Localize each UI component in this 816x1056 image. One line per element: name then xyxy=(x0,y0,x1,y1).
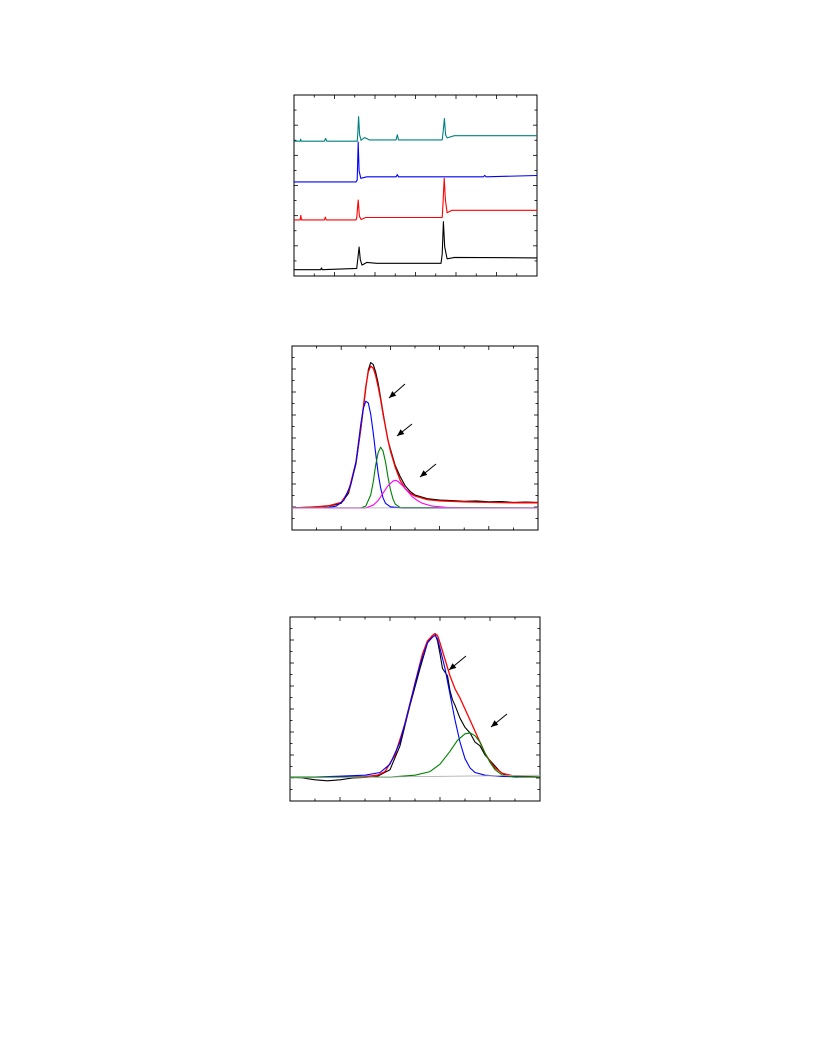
series-line-trace-1 xyxy=(294,141,538,183)
series-line-trace-0 xyxy=(294,116,537,142)
series-line-data-0 xyxy=(289,633,541,782)
series-line-component-2 xyxy=(292,400,538,509)
arrow-annotation-green-peak xyxy=(396,423,413,437)
arrow-annotation-shoulder-peak xyxy=(490,713,508,728)
chart-panel-2 xyxy=(291,345,539,531)
chart-panel-1 xyxy=(293,94,538,277)
series-line-component-3 xyxy=(290,732,540,778)
axis-ticks xyxy=(290,617,540,801)
arrow-annotation-magenta-peak xyxy=(419,463,437,478)
series-line-component-3 xyxy=(292,446,539,509)
plot-frame xyxy=(293,94,538,277)
series-line-trace-2 xyxy=(294,177,537,221)
series-line-component-4 xyxy=(292,479,538,509)
arrow-annotation-main-peak xyxy=(448,655,467,671)
arrow-annotation-blue-peak xyxy=(388,383,406,399)
series-line-data-0 xyxy=(291,362,539,509)
series-line-trace-3 xyxy=(294,221,538,271)
series-line-fit-1 xyxy=(290,632,541,778)
series-line-baseline-4 xyxy=(289,774,541,779)
series-line-fit-1 xyxy=(291,365,538,509)
axis-ticks xyxy=(294,95,537,276)
axis-ticks xyxy=(292,346,538,530)
series-line-component-2 xyxy=(290,634,541,778)
chart-panel-3 xyxy=(289,616,541,802)
